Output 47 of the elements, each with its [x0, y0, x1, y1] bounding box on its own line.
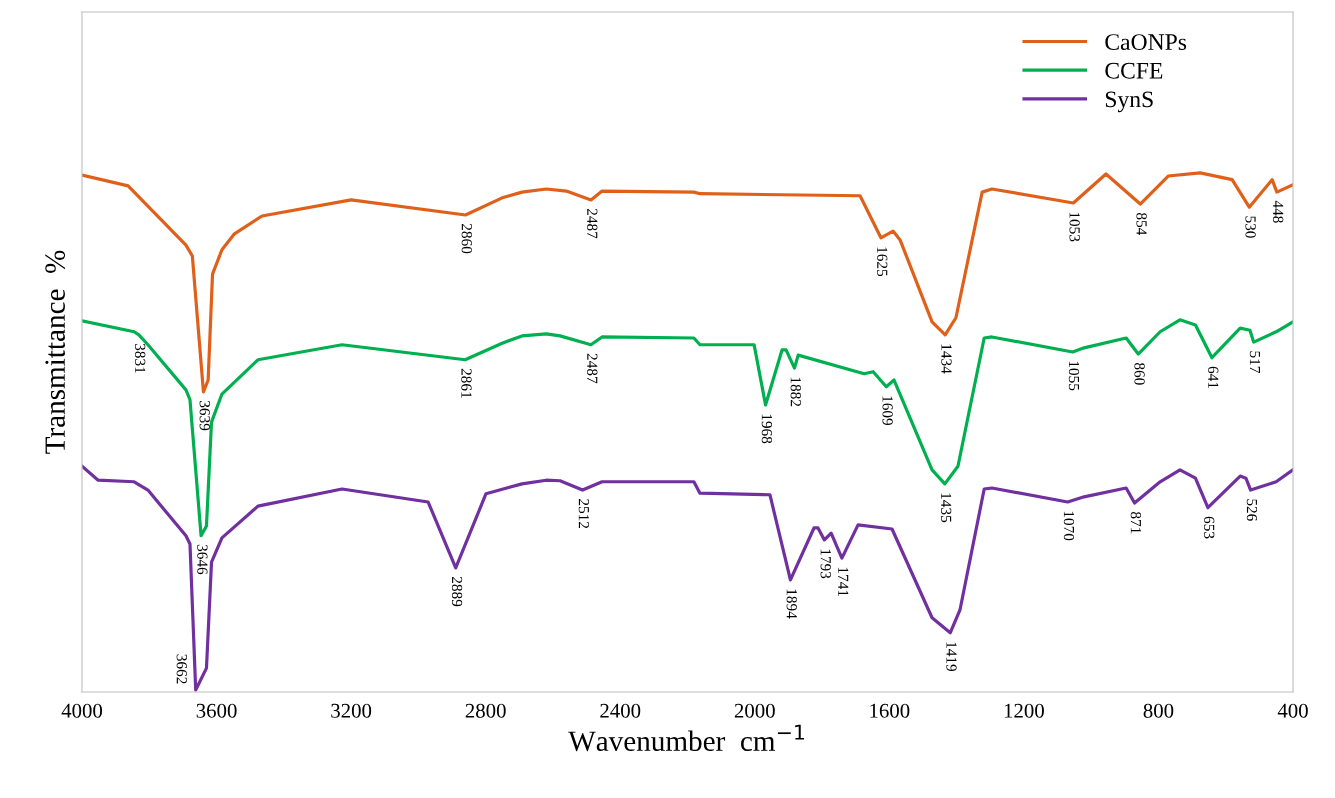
annotation: 860: [1134, 362, 1145, 385]
x-tick-label: 2400: [600, 703, 641, 718]
annotation: 2487: [587, 353, 598, 384]
annotation: 530: [1245, 216, 1256, 238]
annotation: 3831: [135, 343, 146, 373]
y-axis-title: Transmittance %: [45, 250, 66, 454]
x-tick-label: 400: [1277, 703, 1308, 718]
annotation: 2512: [578, 499, 589, 529]
x-tick-label: 1600: [870, 703, 910, 718]
x-tick-label: 2000: [734, 703, 775, 718]
annotation: 3662: [176, 654, 187, 684]
annotation: 1434: [941, 344, 952, 374]
x-tick-label: 800: [1143, 703, 1174, 718]
annotation: 653: [1204, 516, 1215, 539]
annotation: 1894: [786, 589, 797, 619]
x-tick-label: 3200: [331, 703, 372, 718]
annotation: 1053: [1069, 212, 1080, 242]
annotation: 1419: [946, 642, 957, 672]
annotation: 1435: [941, 493, 952, 523]
annotation: 517: [1249, 351, 1261, 373]
annotation: 641: [1208, 366, 1219, 389]
annotation: 1609: [882, 396, 893, 426]
annotation: 526: [1246, 499, 1258, 521]
annotation: 1070: [1063, 511, 1075, 541]
annotation: 1055: [1068, 361, 1080, 391]
annotation: 1625: [877, 247, 888, 277]
annotation: 1741: [838, 567, 849, 597]
annotation: 1882: [790, 377, 801, 407]
x-tick-label: 3600: [196, 703, 237, 718]
annotation: 2860: [461, 223, 472, 254]
annotation: 1968: [761, 414, 773, 444]
annotation: 2487: [587, 208, 598, 239]
x-axis-title: Wavenumber cm$^{−1}$: [568, 724, 805, 752]
legend-label: CCFE: [1105, 62, 1163, 79]
annotation: 854: [1136, 212, 1147, 236]
legend-label: SynS: [1105, 91, 1153, 113]
legend-label: CaONPs: [1105, 34, 1187, 51]
x-tick-label: 2800: [465, 703, 506, 718]
annotation: 871: [1130, 511, 1142, 534]
annotation: 448: [1273, 200, 1284, 223]
annotation: 2889: [451, 576, 463, 607]
annotation: 3639: [199, 401, 210, 431]
annotation: 1793: [820, 549, 831, 579]
annotation: 2861: [461, 368, 472, 398]
annotation: 3646: [197, 544, 208, 575]
x-tick-label: 4000: [61, 703, 103, 718]
x-tick-label: 1200: [1004, 703, 1044, 718]
